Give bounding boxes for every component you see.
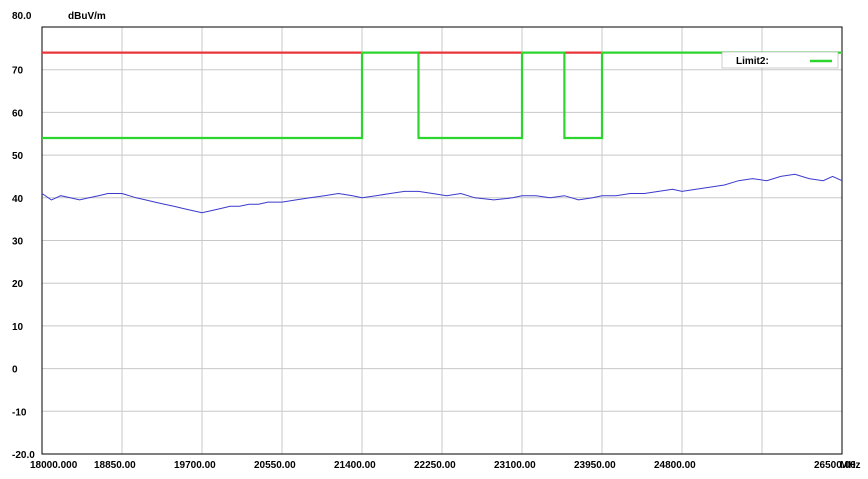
y-tick-label: 0 bbox=[12, 365, 18, 376]
x-tick-label: 18850.00 bbox=[94, 460, 136, 471]
legend-label-limit2: Limit2: bbox=[736, 56, 769, 67]
x-tick-label: 26500.00 bbox=[814, 460, 856, 471]
x-tick-label: 18000.000 bbox=[30, 460, 78, 471]
x-axis-unit: MHz bbox=[840, 460, 861, 471]
x-tick-label: 20550.00 bbox=[254, 460, 296, 471]
plot-frame bbox=[41, 26, 843, 455]
x-tick-label: 19700.00 bbox=[174, 460, 216, 471]
y-axis-ticks: 70 60 50 40 30 20 10 0 -10 -20.0 bbox=[12, 66, 35, 461]
series-line-2 bbox=[41, 173, 843, 214]
series-line-1 bbox=[42, 51, 842, 140]
x-tick-label: 22250.00 bbox=[414, 460, 456, 471]
legend: Limit2: bbox=[721, 51, 839, 69]
series-group bbox=[41, 51, 843, 214]
y-tick-label: 20 bbox=[12, 279, 24, 290]
x-tick-label: 24800.00 bbox=[654, 460, 696, 471]
y-tick-label: 10 bbox=[12, 322, 24, 333]
y-axis-top-label: 80.0 bbox=[12, 11, 32, 22]
x-tick-label: 21400.00 bbox=[334, 460, 376, 471]
y-tick-label: 30 bbox=[12, 237, 24, 248]
y-tick-label: 50 bbox=[12, 151, 24, 162]
gridlines bbox=[42, 27, 842, 454]
x-tick-label: 23100.00 bbox=[494, 460, 536, 471]
legend-box bbox=[721, 51, 839, 69]
y-axis-unit: dBuV/m bbox=[68, 11, 106, 22]
y-tick-label: 40 bbox=[12, 194, 24, 205]
x-tick-label: 23950.00 bbox=[574, 460, 616, 471]
y-tick-label: -20.0 bbox=[12, 450, 35, 461]
x-axis-ticks: 18000.000 18850.00 19700.00 20550.00 21400.0… bbox=[30, 460, 856, 471]
y-tick-label: 60 bbox=[12, 108, 24, 119]
y-tick-label: -10 bbox=[12, 407, 27, 418]
y-tick-label: 70 bbox=[12, 66, 24, 77]
